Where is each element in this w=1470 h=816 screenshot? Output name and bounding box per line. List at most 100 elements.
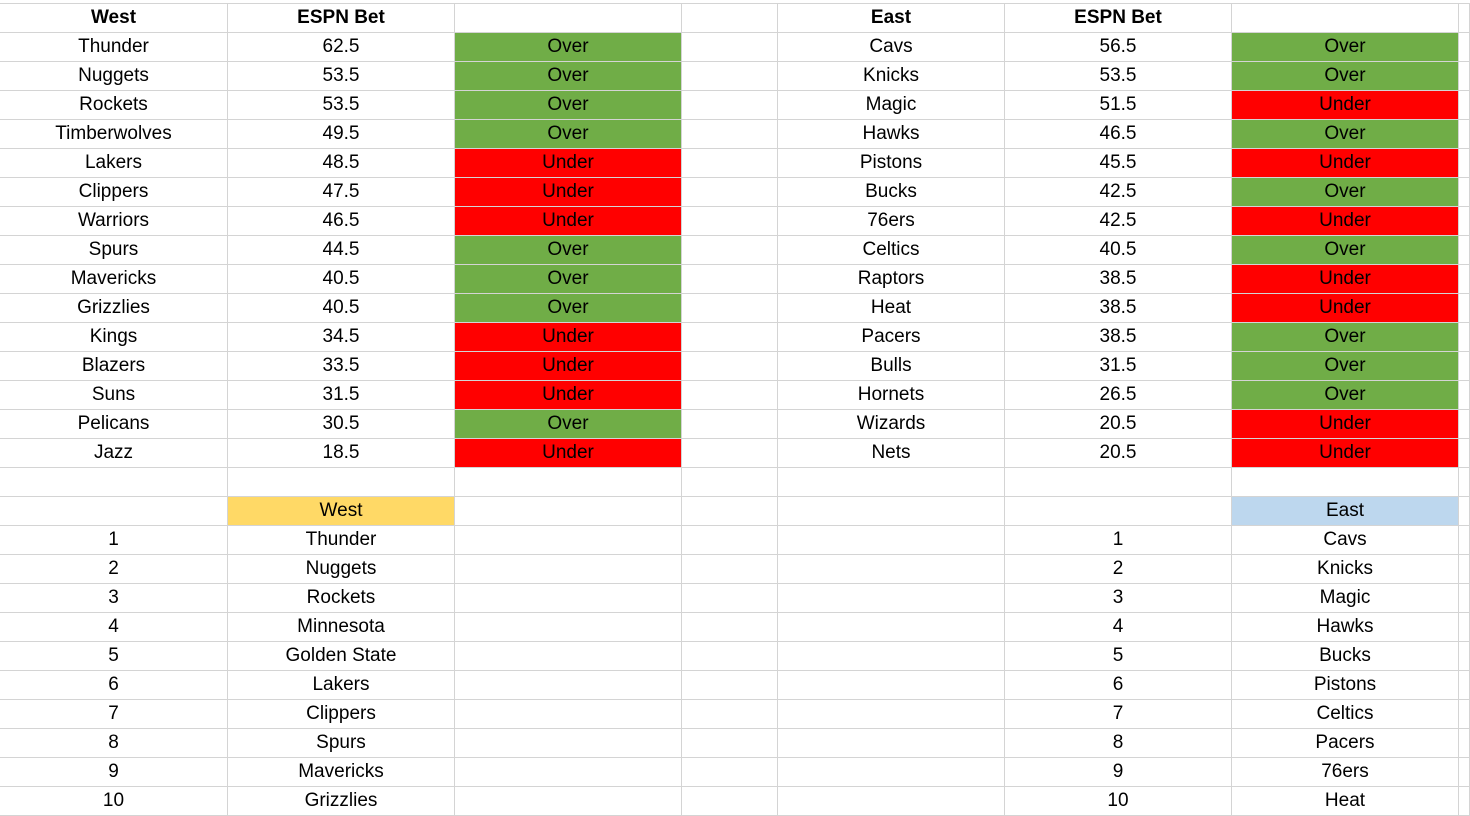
empty-cell[interactable] bbox=[1459, 62, 1470, 91]
empty-cell[interactable] bbox=[1459, 584, 1470, 613]
west-team-cell[interactable]: Rockets bbox=[0, 91, 228, 120]
west-ranking-team[interactable]: Spurs bbox=[228, 729, 455, 758]
east-result-cell[interactable]: Over bbox=[1232, 352, 1459, 381]
empty-cell[interactable] bbox=[1459, 294, 1470, 323]
west-ranking-team[interactable]: Mavericks bbox=[228, 758, 455, 787]
west-line-cell[interactable]: 46.5 bbox=[228, 207, 455, 236]
east-header[interactable]: East bbox=[778, 4, 1005, 33]
west-line-cell[interactable]: 47.5 bbox=[228, 178, 455, 207]
east-line-cell[interactable]: 31.5 bbox=[1005, 352, 1232, 381]
west-ranking-team[interactable]: Minnesota bbox=[228, 613, 455, 642]
empty-cell[interactable] bbox=[778, 526, 1005, 555]
west-line-cell[interactable]: 44.5 bbox=[228, 236, 455, 265]
empty-cell[interactable] bbox=[778, 758, 1005, 787]
empty-cell[interactable] bbox=[682, 4, 778, 33]
east-rank-number[interactable]: 10 bbox=[1005, 787, 1232, 816]
west-line-cell[interactable]: 53.5 bbox=[228, 91, 455, 120]
empty-cell[interactable] bbox=[778, 497, 1005, 526]
west-result-cell[interactable]: Over bbox=[455, 294, 682, 323]
empty-cell[interactable] bbox=[455, 671, 682, 700]
west-rank-number[interactable]: 4 bbox=[0, 613, 228, 642]
empty-cell[interactable] bbox=[682, 207, 778, 236]
east-line-cell[interactable]: 51.5 bbox=[1005, 91, 1232, 120]
empty-cell[interactable] bbox=[1459, 468, 1470, 497]
empty-cell[interactable] bbox=[682, 294, 778, 323]
empty-cell[interactable] bbox=[1459, 323, 1470, 352]
empty-cell[interactable] bbox=[682, 120, 778, 149]
west-team-cell[interactable]: Pelicans bbox=[0, 410, 228, 439]
west-team-cell[interactable]: Grizzlies bbox=[0, 294, 228, 323]
empty-cell[interactable] bbox=[682, 700, 778, 729]
west-team-cell[interactable]: Spurs bbox=[0, 236, 228, 265]
west-ranking-team[interactable]: Nuggets bbox=[228, 555, 455, 584]
east-result-cell[interactable]: Over bbox=[1232, 323, 1459, 352]
empty-cell[interactable] bbox=[682, 468, 778, 497]
west-result-cell[interactable]: Under bbox=[455, 439, 682, 468]
east-ranking-team[interactable]: Cavs bbox=[1232, 526, 1459, 555]
east-ranking-team[interactable]: Celtics bbox=[1232, 700, 1459, 729]
west-rank-number[interactable]: 7 bbox=[0, 700, 228, 729]
east-line-cell[interactable]: 20.5 bbox=[1005, 439, 1232, 468]
west-team-cell[interactable]: Jazz bbox=[0, 439, 228, 468]
empty-cell[interactable] bbox=[682, 555, 778, 584]
empty-cell[interactable] bbox=[682, 787, 778, 816]
empty-cell[interactable] bbox=[682, 323, 778, 352]
east-rank-number[interactable]: 8 bbox=[1005, 729, 1232, 758]
empty-cell[interactable] bbox=[682, 613, 778, 642]
empty-cell[interactable] bbox=[1459, 149, 1470, 178]
east-line-cell[interactable]: 20.5 bbox=[1005, 410, 1232, 439]
empty-cell[interactable] bbox=[1459, 410, 1470, 439]
empty-cell[interactable] bbox=[455, 787, 682, 816]
east-team-cell[interactable]: Hornets bbox=[778, 381, 1005, 410]
empty-cell[interactable] bbox=[1459, 120, 1470, 149]
west-team-cell[interactable]: Suns bbox=[0, 381, 228, 410]
empty-cell[interactable] bbox=[455, 497, 682, 526]
east-result-cell[interactable]: Over bbox=[1232, 381, 1459, 410]
east-result-cell[interactable]: Over bbox=[1232, 33, 1459, 62]
east-rank-number[interactable]: 1 bbox=[1005, 526, 1232, 555]
west-line-cell[interactable]: 31.5 bbox=[228, 381, 455, 410]
empty-cell[interactable] bbox=[0, 497, 228, 526]
west-rank-number[interactable]: 2 bbox=[0, 555, 228, 584]
empty-cell[interactable] bbox=[682, 497, 778, 526]
empty-cell[interactable] bbox=[682, 236, 778, 265]
empty-cell[interactable] bbox=[1459, 700, 1470, 729]
west-rank-number[interactable]: 8 bbox=[0, 729, 228, 758]
empty-cell[interactable] bbox=[455, 758, 682, 787]
empty-cell[interactable] bbox=[778, 468, 1005, 497]
empty-cell[interactable] bbox=[682, 729, 778, 758]
east-team-cell[interactable]: Pacers bbox=[778, 323, 1005, 352]
east-rank-number[interactable]: 5 bbox=[1005, 642, 1232, 671]
west-line-cell[interactable]: 40.5 bbox=[228, 294, 455, 323]
east-team-cell[interactable]: Knicks bbox=[778, 62, 1005, 91]
west-result-cell[interactable]: Over bbox=[455, 410, 682, 439]
west-line-cell[interactable]: 34.5 bbox=[228, 323, 455, 352]
west-result-cell[interactable]: Over bbox=[455, 120, 682, 149]
east-ranking-team[interactable]: Pistons bbox=[1232, 671, 1459, 700]
west-result-cell[interactable]: Under bbox=[455, 352, 682, 381]
west-team-cell[interactable]: Mavericks bbox=[0, 265, 228, 294]
east-result-cell[interactable]: Under bbox=[1232, 265, 1459, 294]
empty-cell[interactable] bbox=[455, 555, 682, 584]
empty-cell[interactable] bbox=[778, 671, 1005, 700]
east-result-cell[interactable]: Over bbox=[1232, 236, 1459, 265]
west-result-cell[interactable]: Under bbox=[455, 178, 682, 207]
east-team-cell[interactable]: Nets bbox=[778, 439, 1005, 468]
west-ranking-team[interactable]: Clippers bbox=[228, 700, 455, 729]
east-team-cell[interactable]: Bulls bbox=[778, 352, 1005, 381]
empty-cell[interactable] bbox=[1459, 671, 1470, 700]
east-ranking-team[interactable]: 76ers bbox=[1232, 758, 1459, 787]
west-team-cell[interactable]: Lakers bbox=[0, 149, 228, 178]
empty-cell[interactable] bbox=[1459, 497, 1470, 526]
west-line-cell[interactable]: 62.5 bbox=[228, 33, 455, 62]
east-team-cell[interactable]: 76ers bbox=[778, 207, 1005, 236]
empty-cell[interactable] bbox=[682, 526, 778, 555]
west-team-cell[interactable]: Warriors bbox=[0, 207, 228, 236]
empty-cell[interactable] bbox=[455, 468, 682, 497]
east-ranking-team[interactable]: Pacers bbox=[1232, 729, 1459, 758]
west-result-cell[interactable]: Under bbox=[455, 381, 682, 410]
west-team-cell[interactable]: Nuggets bbox=[0, 62, 228, 91]
east-ranking-team[interactable]: Heat bbox=[1232, 787, 1459, 816]
empty-cell[interactable] bbox=[455, 584, 682, 613]
west-result-cell[interactable]: Over bbox=[455, 236, 682, 265]
